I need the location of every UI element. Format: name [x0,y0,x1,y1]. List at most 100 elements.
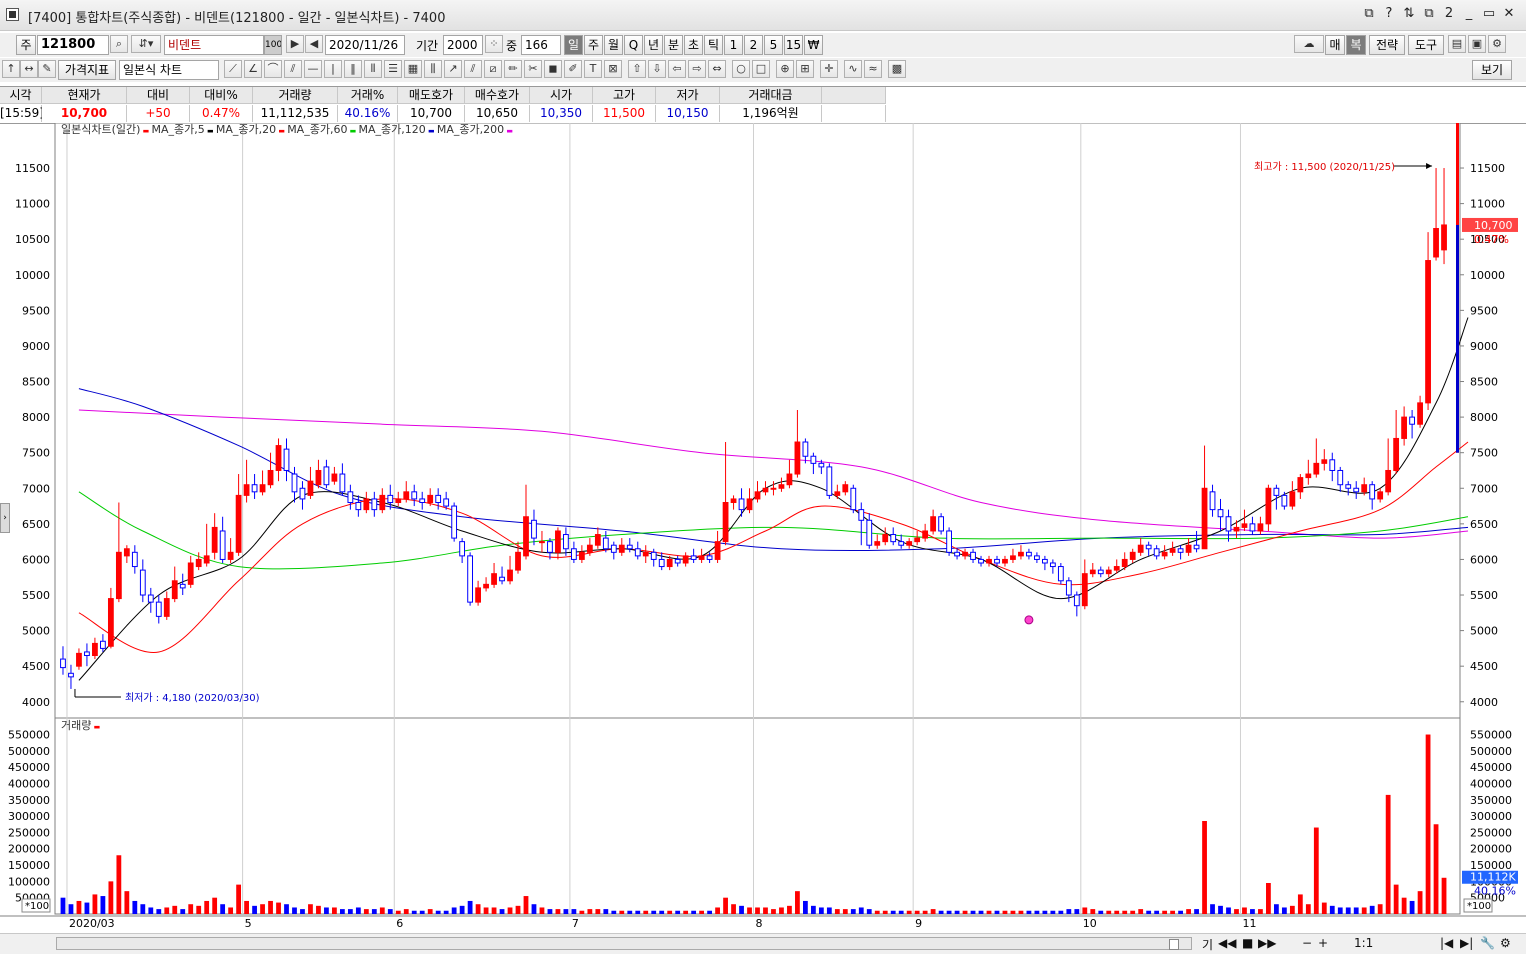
open-folder-icon[interactable]: ▤ [1448,35,1466,53]
stock-name-field[interactable]: 비덴트 [164,35,264,55]
text-icon[interactable]: T [584,60,602,78]
interval-5[interactable]: 5 [764,35,783,55]
style-icon[interactable]: ✐ [564,60,582,78]
restore-icon[interactable]: ⧉ [1364,6,1374,21]
count-input[interactable]: 166 [521,35,561,55]
gann-grid-icon[interactable]: ▦ [404,60,422,78]
stock-code-input[interactable]: 121800 [37,35,109,55]
rectangle-icon[interactable]: □ [752,60,770,78]
multi-button[interactable]: 복 [1346,35,1366,55]
ratio-reset[interactable]: 1:1 [1354,936,1374,950]
first-icon[interactable]: |◀ [1440,936,1454,950]
crosshair-icon[interactable]: ✛ [820,60,838,78]
grid-settings-icon[interactable]: ▩ [888,60,906,78]
stock-chart[interactable]: 2020/03 5 6 7 8 9 10 11 4000 4000 4500 4500 5000 5000… [0,123,1526,931]
angle-icon[interactable]: ∠ [244,60,262,78]
sync-icon[interactable]: ⇅ [1403,6,1415,21]
arrow-up-icon[interactable]: ⇧ [628,60,646,78]
edit-icon[interactable]: ✎ [38,60,56,78]
interval-15[interactable]: 15 [784,35,803,55]
arc-icon[interactable]: ⌒ [264,60,282,78]
grid-icon[interactable]: ⁘ [485,35,503,53]
pencil-icon[interactable]: ✏ [504,60,522,78]
ctrl-label[interactable]: 기 [1202,938,1214,952]
price-index-button[interactable]: 가격지표 [58,60,116,80]
up-arrow-icon[interactable]: ↑ [2,60,20,78]
side-panel-toggle[interactable]: › [0,503,10,533]
period-input[interactable]: 2000 [443,35,483,55]
maximize-button[interactable]: ▭ [1482,6,1496,21]
zoom-icon[interactable]: ⊕ [776,60,794,78]
forward-icon[interactable]: ▶▶ [1258,936,1277,950]
candle-body [594,534,601,546]
vertical-line-icon[interactable]: | [324,60,342,78]
zoom-in-icon[interactable]: + [1318,936,1329,950]
save-icon[interactable]: ▣ [1468,35,1486,53]
delete-icon[interactable]: ⊠ [604,60,622,78]
circle-icon[interactable]: ○ [732,60,750,78]
color-icon[interactable]: ◼ [544,60,562,78]
channel-icon[interactable]: ⫽ [464,60,482,78]
interval-second[interactable]: 초 [684,35,703,55]
interval-day[interactable]: 일 [564,35,583,55]
chart-scrollbar[interactable] [56,937,1192,950]
interval-year[interactable]: 년 [644,35,663,55]
wave-icon[interactable]: ∿ [844,60,862,78]
last-icon[interactable]: ▶| [1460,936,1474,950]
zoom-out-icon[interactable]: − [1302,936,1313,950]
wrench-icon[interactable]: 🔧 [1480,936,1495,950]
market-select[interactable]: 주 [16,35,36,55]
parallel-icon[interactable]: ⧄ [484,60,502,78]
arrow-left-icon[interactable]: ⇦ [668,60,686,78]
zoom-area-icon[interactable]: ⊞ [796,60,814,78]
interval-month[interactable]: 월 [604,35,623,55]
expand-icon[interactable]: ↔ [20,60,38,78]
sort-icon[interactable]: ⇵▾ [131,35,161,53]
minimize-button[interactable]: _ [1465,6,1473,21]
interval-1[interactable]: 1 [724,35,743,55]
scroll-thumb[interactable] [1169,939,1179,950]
interval-minute[interactable]: 분 [664,35,683,55]
candle-body [1057,566,1064,582]
chart-area[interactable]: 2020/03 5 6 7 8 9 10 11 4000 4000 4500 4500 5000 5000… [0,123,1526,931]
interval-tick[interactable]: 틱 [704,35,723,55]
stop-icon[interactable]: ■ [1242,936,1254,950]
fan-icon[interactable]: ⫽ [284,60,302,78]
trendline-icon[interactable]: ⟋ [224,60,242,78]
interval-2[interactable]: 2 [744,35,763,55]
wave2-icon[interactable]: ≈ [864,60,882,78]
prev-arrow-icon[interactable]: ◀ [305,35,323,53]
speed-line-icon[interactable]: ⫼ [424,60,442,78]
ray-icon[interactable]: ↗ [444,60,462,78]
link-window-icon[interactable]: ⧉ [1424,6,1434,21]
candle-body [131,551,138,568]
cloud-icon[interactable]: ☁ [1294,35,1324,53]
arrow-down-icon[interactable]: ⇩ [648,60,666,78]
interval-won[interactable]: ₩ [804,35,823,55]
view-button[interactable]: 보기 [1472,60,1512,80]
close-button[interactable]: ✕ [1503,6,1515,21]
help-icon[interactable]: ? [1385,6,1393,21]
volume-bar [68,904,74,914]
gear-icon[interactable]: ⚙ [1500,936,1511,950]
rewind-icon[interactable]: ◀◀ [1218,936,1237,950]
window-number[interactable]: 2 [1444,6,1454,21]
fibo-time-icon[interactable]: ⦀ [364,60,382,78]
interval-week[interactable]: 주 [584,35,603,55]
interval-quarter[interactable]: Q [624,35,643,55]
strategy-button[interactable]: 전략 [1369,35,1405,55]
search-icon[interactable]: ⌕ [110,35,128,53]
date-input[interactable]: 2020/11/26 [325,35,405,55]
fibo-retrace-icon[interactable]: ☰ [384,60,402,78]
volume-bar [411,910,417,914]
tools-button[interactable]: 도구 [1408,35,1444,55]
arrow-double-icon[interactable]: ⇔ [708,60,726,78]
settings-icon[interactable]: ⚙ [1488,35,1506,53]
buy-button[interactable]: 매 [1325,35,1345,55]
arrow-right-icon[interactable]: ⇨ [688,60,706,78]
cycle-lines-icon[interactable]: ‖ [344,60,362,78]
horizontal-line-icon[interactable]: — [304,60,322,78]
next-arrow-icon[interactable]: ▶ [286,35,304,53]
cross-icon[interactable]: ✂ [524,60,542,78]
chart-type-select[interactable]: 일본식 차트 [119,60,219,80]
